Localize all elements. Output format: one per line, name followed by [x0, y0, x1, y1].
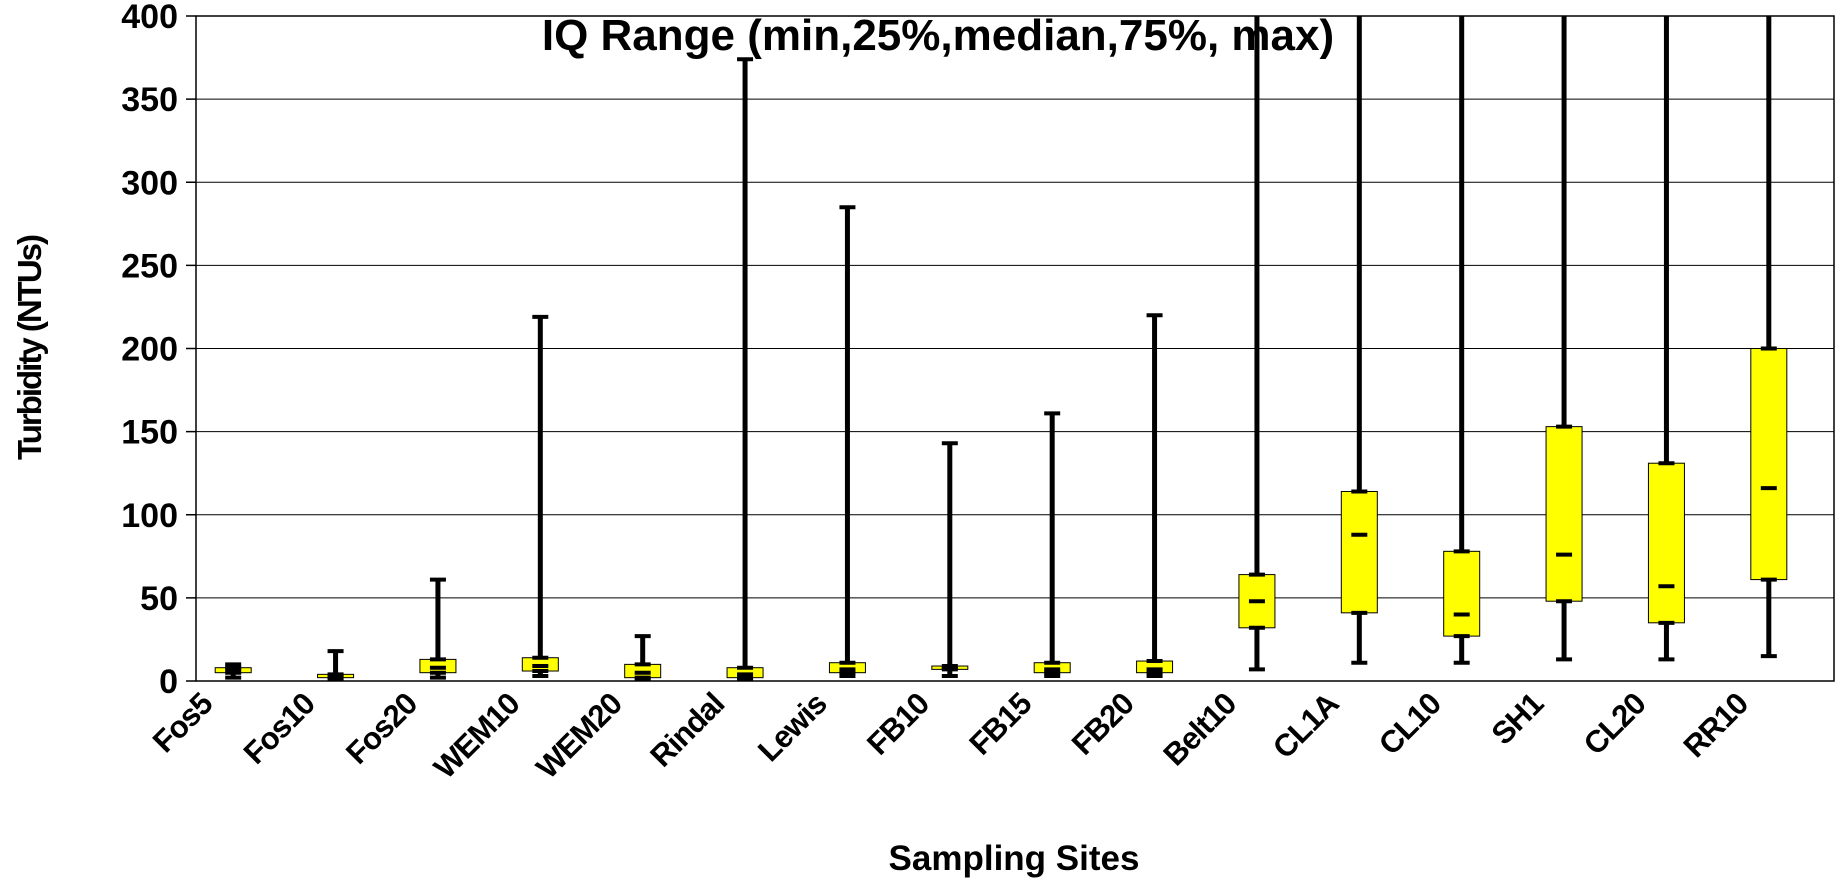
x-category-label: Fos20 [339, 686, 424, 771]
x-category-label: FB15 [962, 686, 1038, 762]
box-RR10 [1750, 16, 1788, 659]
y-tick-label: 100 [121, 497, 178, 535]
box-WEM20 [624, 634, 662, 682]
x-category-label: Fos5 [146, 686, 220, 760]
y-axis-ticks: 0 50 100 150 200 250 300 350 400 [121, 0, 196, 701]
x-category-label: CL10 [1372, 686, 1448, 762]
box-Belt10 [1238, 16, 1276, 672]
x-category-label: WEM10 [427, 686, 526, 785]
x-axis-label: Sampling Sites [889, 839, 1140, 878]
x-category-label: RR10 [1677, 686, 1755, 764]
box-series [214, 16, 1788, 682]
iqr-box [1750, 348, 1788, 581]
box-FB10 [931, 441, 969, 679]
box-FB20 [1136, 313, 1174, 679]
y-tick-label: 50 [140, 580, 178, 618]
iqr-box [1443, 550, 1481, 637]
box-Lewis [828, 205, 866, 679]
box-FB15 [1033, 411, 1071, 679]
box-WEM10 [521, 314, 559, 679]
box-Fos10 [317, 649, 355, 682]
y-tick-label: 150 [121, 414, 178, 452]
x-category-label: Fos10 [237, 686, 322, 771]
y-tick-label: 300 [121, 164, 178, 202]
x-category-label: Belt10 [1156, 686, 1242, 772]
box-CL1A [1340, 16, 1378, 665]
x-category-label: WEM20 [529, 686, 628, 785]
box-Fos20 [419, 577, 457, 680]
x-category-label: FB20 [1065, 686, 1141, 762]
x-category-label: FB10 [860, 686, 936, 762]
box-CL20 [1647, 16, 1685, 662]
x-category-label: Lewis [751, 686, 833, 768]
x-axis-categories: Fos5 Fos10 Fos20 WEM10 WEM20 Rindal Lewis FB10 F… [146, 686, 1755, 786]
iqr-box [1340, 490, 1378, 614]
y-tick-label: 0 [159, 663, 178, 701]
plot-area-frame [195, 15, 1835, 682]
box-Rindal [726, 57, 764, 682]
x-category-label: CL1A [1266, 686, 1346, 766]
y-tick-label: 400 [121, 0, 178, 36]
x-category-label: Rindal [643, 686, 730, 773]
y-tick-label: 350 [121, 81, 178, 119]
box-CL10 [1443, 16, 1481, 665]
chart-title: IQ Range (min,25%,median,75%, max) [542, 11, 1334, 60]
x-category-label: CL20 [1577, 686, 1653, 762]
y-tick-label: 250 [121, 247, 178, 285]
x-category-label: SH1 [1485, 686, 1551, 752]
box-SH1 [1545, 16, 1583, 662]
iqr-box [1647, 462, 1685, 624]
box-Fos5 [214, 662, 252, 680]
iqr-box [1545, 426, 1583, 602]
y-tick-label: 200 [121, 331, 178, 369]
y-axis-label: Turbidity (NTUs) [11, 235, 48, 460]
